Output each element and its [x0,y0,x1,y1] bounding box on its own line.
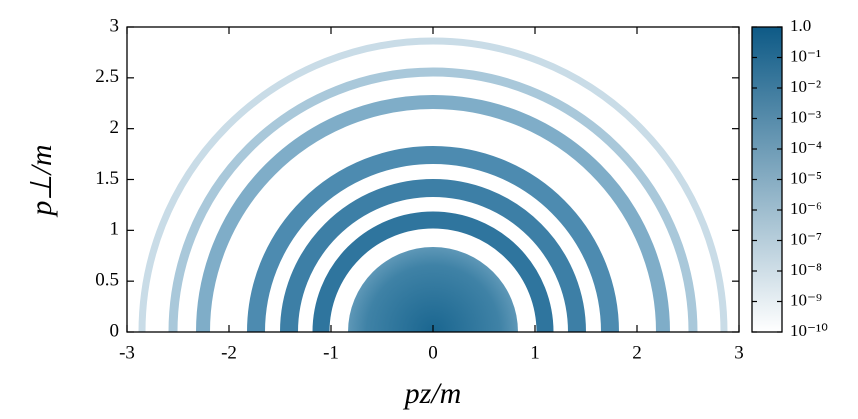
x-axis-label: pz/m [403,377,462,410]
colorbar-tick-label: 10⁻⁸ [790,260,822,279]
colorbar-tick-label: 10⁻⁹ [790,290,822,309]
x-tick-label: 0 [428,342,438,363]
colorbar-tick-label: 10⁻³ [790,107,821,126]
y-tick-label: 1 [110,219,120,240]
x-tick-label: 1 [530,342,540,363]
x-tick-label: -1 [323,342,339,363]
y-axis-label: p⊥/m [25,144,58,217]
colorbar-tick-label: 10⁻⁷ [790,229,822,248]
colorbar-tick-label: 10⁻¹ [790,46,821,65]
y-tick-label: 3 [110,15,120,36]
colorbar-tick-label: 10⁻¹⁰ [790,321,828,340]
colorbar-tick-label: 1.0 [790,16,811,35]
colorbar-tick-label: 10⁻² [790,77,821,96]
y-tick-label: 0 [110,320,120,341]
x-tick-label: 2 [632,342,642,363]
colorbar-tick-label: 10⁻⁴ [790,138,822,157]
colorbar-tick-label: 10⁻⁵ [790,168,822,187]
y-tick-label: 0.5 [95,270,119,291]
heatmap-field [138,37,728,332]
x-tick-label: -3 [119,342,135,363]
y-tick-label: 2.5 [95,66,119,87]
x-tick-label: 3 [734,342,744,363]
y-tick-label: 1.5 [95,168,119,189]
x-tick-label: -2 [221,342,237,363]
colorbar-tick-label: 10⁻⁶ [790,199,822,218]
y-tick-label: 2 [110,117,120,138]
